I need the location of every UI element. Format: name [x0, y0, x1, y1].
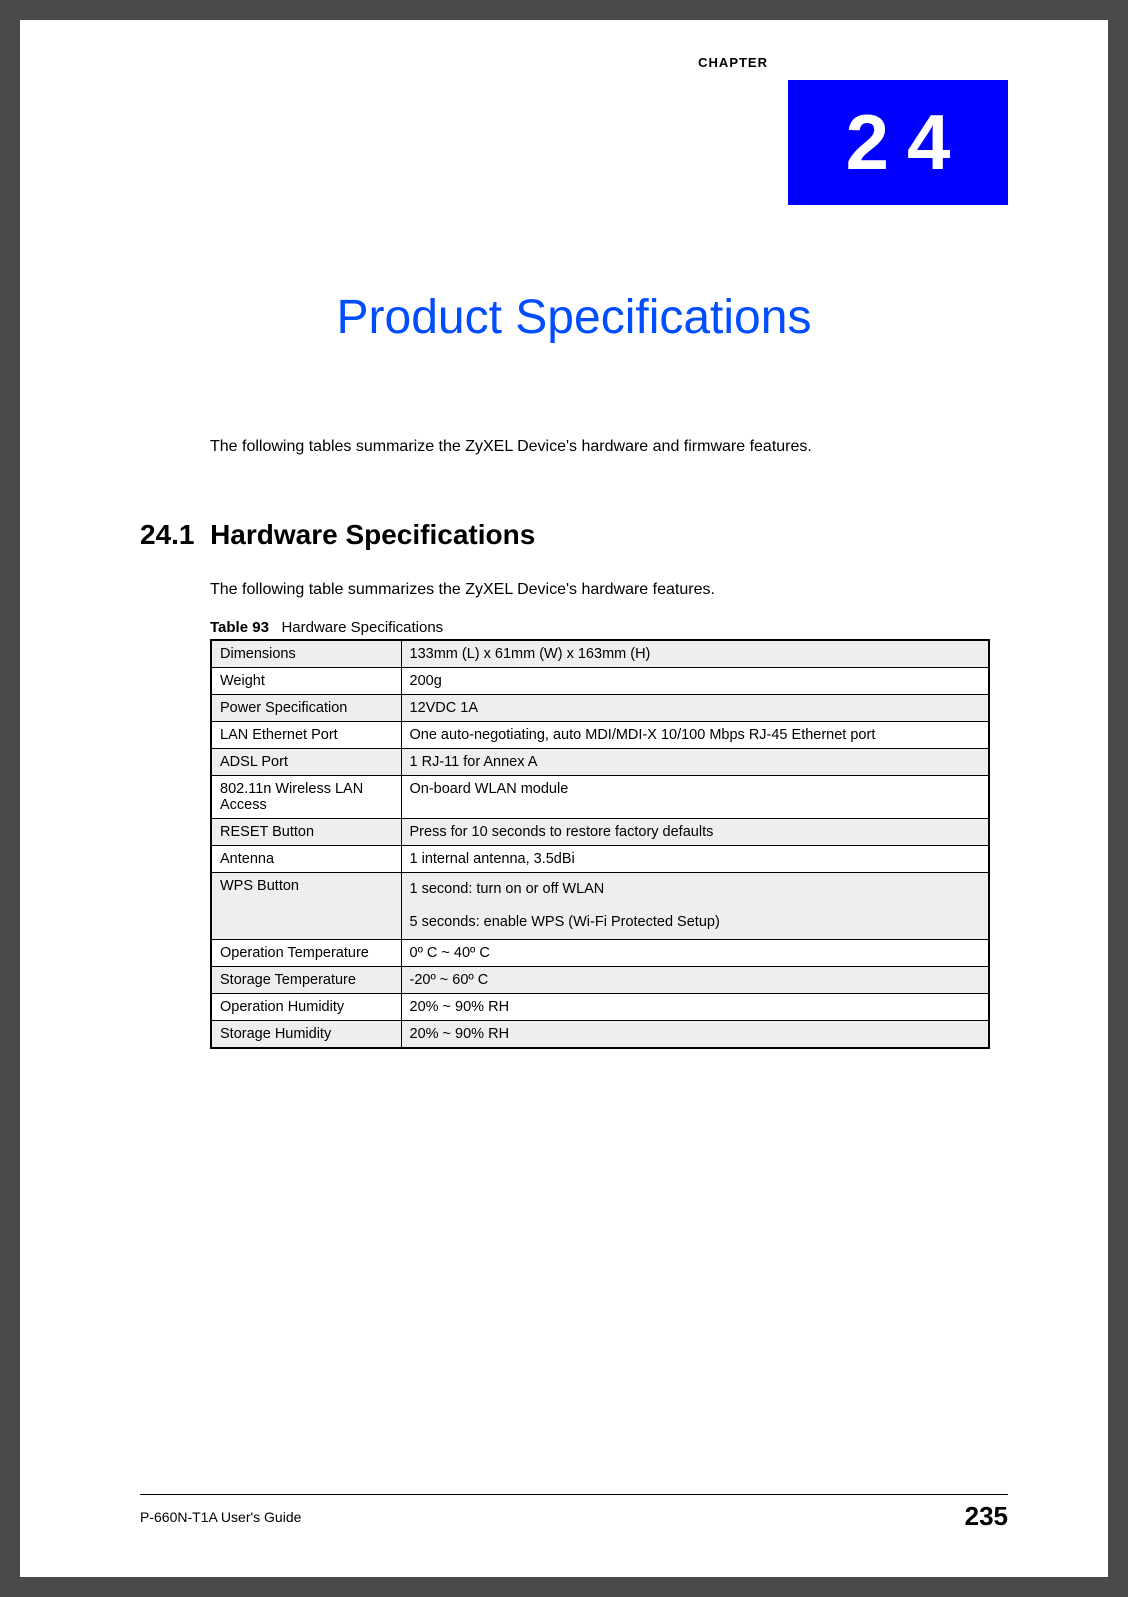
table-row: LAN Ethernet PortOne auto-negotiating, a…: [211, 722, 989, 749]
table-row: Operation Temperature0º C ~ 40º C: [211, 940, 989, 967]
spec-key: Storage Temperature: [211, 967, 401, 994]
spec-key: Weight: [211, 668, 401, 695]
spec-value: 0º C ~ 40º C: [401, 940, 989, 967]
table-row: ADSL Port1 RJ-11 for Annex A: [211, 749, 989, 776]
table-caption: Table 93 Hardware Specifications: [210, 619, 1008, 636]
footer-page-number: 235: [965, 1501, 1008, 1532]
spec-value: 1 second: turn on or off WLAN5 seconds: …: [401, 873, 989, 940]
page-footer: P-660N-T1A User's Guide 235: [140, 1494, 1008, 1532]
table-row: Dimensions133mm (L) x 61mm (W) x 163mm (…: [211, 640, 989, 668]
section-intro: The following table summarizes the ZyXEL…: [210, 581, 1008, 599]
spec-value: One auto-negotiating, auto MDI/MDI-X 10/…: [401, 722, 989, 749]
table-row: RESET ButtonPress for 10 seconds to rest…: [211, 819, 989, 846]
spec-key: Dimensions: [211, 640, 401, 668]
spec-value: 20% ~ 90% RH: [401, 1021, 989, 1049]
chapter-title: Product Specifications: [140, 290, 1008, 345]
spec-key: WPS Button: [211, 873, 401, 940]
table-row: Antenna1 internal antenna, 3.5dBi: [211, 846, 989, 873]
footer-guide-name: P-660N-T1A User's Guide: [140, 1509, 301, 1525]
chapter-number-box: 24: [788, 80, 1008, 205]
section-title: Hardware Specifications: [210, 519, 535, 550]
spec-value: 133mm (L) x 61mm (W) x 163mm (H): [401, 640, 989, 668]
spec-key: Storage Humidity: [211, 1021, 401, 1049]
table-row: Weight200g: [211, 668, 989, 695]
chapter-label: CHAPTER: [698, 55, 768, 70]
spec-key: Power Specification: [211, 695, 401, 722]
table-row: Storage Temperature-20º ~ 60º C: [211, 967, 989, 994]
table-row: Operation Humidity20% ~ 90% RH: [211, 994, 989, 1021]
spec-key: RESET Button: [211, 819, 401, 846]
table-caption-label: Table 93: [210, 619, 269, 636]
table-row: Storage Humidity20% ~ 90% RH: [211, 1021, 989, 1049]
intro-paragraph: The following tables summarize the ZyXEL…: [210, 435, 1008, 459]
document-page: CHAPTER 24 Product Specifications The fo…: [20, 20, 1108, 1577]
spec-key: 802.11n Wireless LAN Access: [211, 776, 401, 819]
spec-value: 20% ~ 90% RH: [401, 994, 989, 1021]
spec-value: Press for 10 seconds to restore factory …: [401, 819, 989, 846]
spec-value: On-board WLAN module: [401, 776, 989, 819]
spec-key: Antenna: [211, 846, 401, 873]
spec-key: ADSL Port: [211, 749, 401, 776]
hardware-spec-table: Dimensions133mm (L) x 61mm (W) x 163mm (…: [210, 639, 990, 1049]
spec-key: Operation Temperature: [211, 940, 401, 967]
table-row: 802.11n Wireless LAN AccessOn-board WLAN…: [211, 776, 989, 819]
spec-value: 200g: [401, 668, 989, 695]
section-number: 24.1: [140, 519, 195, 550]
spec-value: 1 RJ-11 for Annex A: [401, 749, 989, 776]
table-row: Power Specification12VDC 1A: [211, 695, 989, 722]
chapter-number: 24: [828, 97, 969, 188]
spec-value: 12VDC 1A: [401, 695, 989, 722]
spec-value: -20º ~ 60º C: [401, 967, 989, 994]
spec-key: Operation Humidity: [211, 994, 401, 1021]
spec-value: 1 internal antenna, 3.5dBi: [401, 846, 989, 873]
table-row: WPS Button1 second: turn on or off WLAN5…: [211, 873, 989, 940]
table-body: Dimensions133mm (L) x 61mm (W) x 163mm (…: [211, 640, 989, 1048]
spec-key: LAN Ethernet Port: [211, 722, 401, 749]
section-heading: 24.1 Hardware Specifications: [140, 519, 1008, 551]
table-caption-text: Hardware Specifications: [281, 619, 443, 636]
